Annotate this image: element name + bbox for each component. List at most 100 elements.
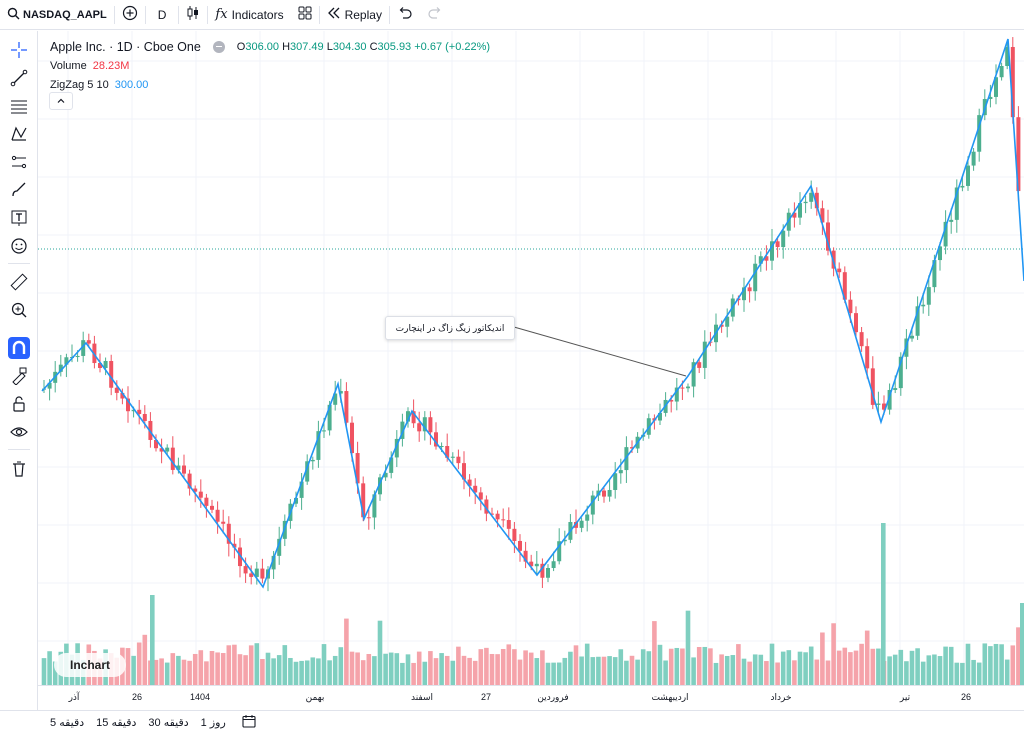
candle-body bbox=[294, 497, 298, 504]
candle-body bbox=[954, 187, 959, 220]
volume-bar bbox=[176, 655, 181, 685]
range-15m[interactable]: 15 دقیقه bbox=[96, 717, 137, 729]
fib-icon[interactable] bbox=[8, 95, 30, 117]
replay-icon bbox=[327, 7, 341, 22]
price-chart[interactable]: ‹ bbox=[38, 31, 1024, 685]
candle-body bbox=[842, 272, 847, 300]
volume-bar bbox=[601, 656, 607, 685]
range-5m[interactable]: 5 دقیقه bbox=[50, 717, 85, 729]
candle-body bbox=[686, 386, 690, 389]
volume-bar bbox=[876, 648, 881, 685]
candle-body bbox=[98, 363, 102, 368]
volume-bar bbox=[629, 655, 635, 685]
chart-pane[interactable]: ‹ bbox=[38, 31, 1024, 685]
lock-icon[interactable] bbox=[8, 393, 30, 415]
trendline-icon[interactable] bbox=[8, 67, 30, 89]
candle-body bbox=[865, 346, 870, 369]
legend-title[interactable]: Apple Inc. · 1D · Cboe One bbox=[50, 39, 201, 54]
magnet-icon[interactable] bbox=[8, 337, 30, 359]
pattern-icon[interactable] bbox=[8, 123, 30, 145]
volume-bar bbox=[299, 660, 304, 685]
candle-body bbox=[859, 332, 864, 347]
candle-body bbox=[366, 517, 371, 519]
volume-bar bbox=[943, 646, 948, 685]
compare-button[interactable] bbox=[115, 0, 145, 30]
volume-bar bbox=[150, 595, 155, 685]
hide-legend-icon[interactable] bbox=[212, 40, 225, 53]
chevron-up-icon bbox=[57, 98, 65, 103]
candle-body bbox=[814, 192, 819, 209]
eye-icon[interactable] bbox=[8, 421, 30, 443]
calendar-icon[interactable] bbox=[242, 714, 256, 731]
volume-bar bbox=[786, 650, 792, 685]
volume-bar bbox=[400, 662, 405, 685]
volume-bar bbox=[831, 623, 836, 685]
open-key: O bbox=[236, 40, 246, 53]
divider bbox=[207, 5, 209, 24]
zigzag-label[interactable]: ZigZag 5 10 bbox=[50, 78, 109, 91]
symbol-search[interactable]: NASDAQ_AAPL bbox=[0, 0, 114, 30]
emoji-icon[interactable] bbox=[8, 235, 30, 257]
candle-body bbox=[338, 391, 343, 394]
candle-body bbox=[350, 422, 354, 454]
volume-bar bbox=[332, 655, 338, 685]
volume-bar bbox=[926, 655, 932, 685]
crosshair-icon[interactable] bbox=[8, 39, 30, 61]
volume-bar bbox=[668, 648, 674, 685]
candle-body bbox=[585, 514, 590, 521]
candle-body bbox=[114, 387, 119, 393]
time-label: تیر bbox=[899, 692, 911, 702]
volume-bar bbox=[932, 654, 937, 685]
chart-type-button[interactable] bbox=[179, 0, 207, 30]
volume-bar bbox=[260, 658, 265, 685]
interval-label: D bbox=[157, 7, 167, 22]
volume-bar bbox=[243, 655, 248, 685]
add-symbol-icon bbox=[122, 5, 138, 24]
volume-bar bbox=[288, 657, 293, 685]
candle-body bbox=[898, 356, 903, 389]
candle-body bbox=[742, 287, 746, 301]
candle-body bbox=[938, 246, 942, 261]
range-30m[interactable]: 30 دقیقه bbox=[148, 717, 189, 729]
brush-icon[interactable] bbox=[8, 179, 30, 201]
interval-button[interactable]: D bbox=[146, 0, 179, 30]
zoom-icon[interactable] bbox=[8, 299, 30, 321]
candle-body bbox=[876, 403, 881, 405]
undo-button[interactable] bbox=[390, 0, 420, 30]
candle-body bbox=[271, 555, 276, 570]
volume-bar bbox=[220, 653, 226, 685]
redo-button[interactable] bbox=[420, 0, 450, 30]
trash-icon[interactable] bbox=[8, 458, 30, 480]
candle-body bbox=[562, 539, 567, 542]
volume-bar bbox=[624, 660, 629, 685]
volume-label[interactable]: Volume bbox=[50, 59, 87, 72]
volume-bar bbox=[680, 648, 685, 685]
range-1d[interactable]: 1 روز bbox=[200, 717, 226, 729]
projection-icon[interactable] bbox=[8, 151, 30, 173]
indicators-button[interactable]: fx Indicators bbox=[208, 0, 290, 30]
volume-bar bbox=[495, 654, 500, 685]
divider bbox=[144, 5, 146, 24]
volume-bar bbox=[372, 656, 377, 685]
time-label: 26 bbox=[960, 692, 972, 702]
annotation-callout[interactable]: اندیکاتور زیگ زاگ در اینچارت bbox=[385, 316, 515, 340]
volume-bar bbox=[820, 632, 825, 685]
volume-value: 28.23M bbox=[92, 59, 130, 72]
candle-body bbox=[467, 479, 472, 486]
templates-button[interactable] bbox=[291, 0, 319, 30]
time-axis[interactable]: آذر 26 1404 بهمن اسفند 27 فروردین اردیبه… bbox=[38, 685, 1024, 709]
divider bbox=[388, 5, 390, 24]
candle-body bbox=[1010, 47, 1015, 118]
replay-button[interactable]: Replay bbox=[320, 0, 389, 30]
candle-body bbox=[428, 417, 433, 433]
volume-bar bbox=[904, 661, 909, 685]
ruler-icon[interactable] bbox=[8, 271, 30, 293]
volume-bar bbox=[674, 647, 680, 685]
text-icon[interactable] bbox=[8, 207, 30, 229]
volume-bar bbox=[954, 662, 960, 685]
candle-body bbox=[837, 268, 842, 273]
lock-drawing-icon[interactable] bbox=[8, 365, 30, 387]
collapse-legend-button[interactable] bbox=[49, 92, 73, 110]
indicators-label: Indicators bbox=[231, 7, 284, 22]
candle-body bbox=[478, 492, 483, 500]
